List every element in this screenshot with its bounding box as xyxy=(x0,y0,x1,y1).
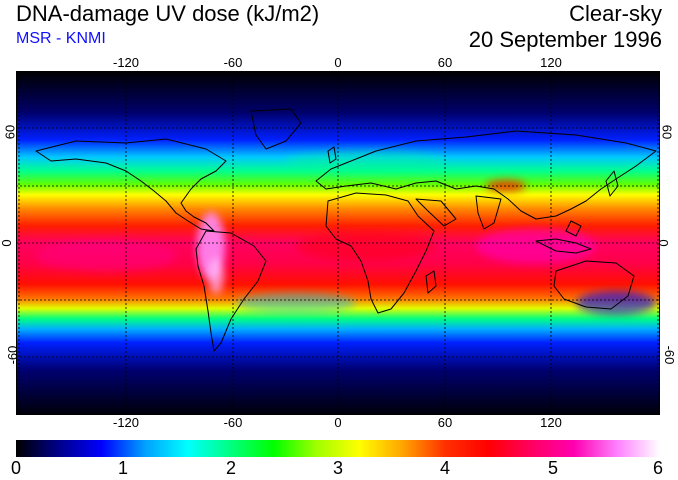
colorbar-label: 4 xyxy=(439,458,451,478)
colorbar-label: 1 xyxy=(117,458,129,478)
uv-dose-map xyxy=(16,71,660,415)
colorbar-label: 3 xyxy=(332,458,344,478)
colorbar-label: 2 xyxy=(225,458,237,478)
colorbar-label: 0 xyxy=(10,458,22,478)
lon-tick-bottom: 60 xyxy=(437,415,453,430)
coastlines xyxy=(35,108,657,352)
lat-tick-left: 0 xyxy=(0,239,15,247)
lon-tick-top: 60 xyxy=(437,55,453,70)
sky-condition-label: Clear-sky xyxy=(569,1,662,26)
colorbar xyxy=(16,440,660,457)
lon-tick-top: 0 xyxy=(334,55,342,70)
lon-tick-bottom: -120 xyxy=(112,415,140,430)
lon-tick-bottom: 0 xyxy=(334,415,342,430)
lon-tick-top: -120 xyxy=(112,55,140,70)
lon-tick-bottom: -60 xyxy=(223,415,243,430)
lon-tick-top: 120 xyxy=(540,55,562,70)
lon-tick-bottom: 120 xyxy=(540,415,562,430)
colorbar-label: 5 xyxy=(547,458,559,478)
colorbar-label: 6 xyxy=(652,458,664,478)
source-label: MSR - KNMI xyxy=(16,30,106,47)
lat-tick-right: -60 xyxy=(661,345,677,365)
map-title: DNA-damage UV dose (kJ/m2) xyxy=(16,1,320,26)
date-label: 20 September 1996 xyxy=(468,27,662,52)
lat-tick-right: 60 xyxy=(659,124,675,140)
lon-tick-top: -60 xyxy=(223,55,243,70)
